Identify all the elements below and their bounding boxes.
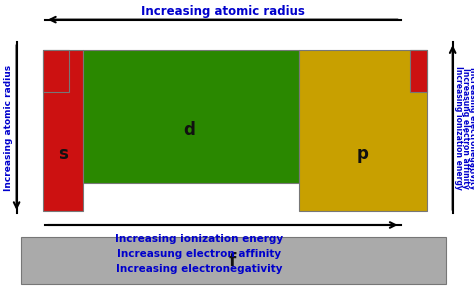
Text: Increasing atomic radius: Increasing atomic radius xyxy=(4,65,13,191)
Text: s: s xyxy=(58,145,67,163)
Text: p: p xyxy=(356,145,369,163)
Text: Increasing ionization energy: Increasing ionization energy xyxy=(454,66,463,190)
Bar xyxy=(21,237,446,284)
Bar xyxy=(299,50,427,211)
Text: Increasung electron affinity: Increasung electron affinity xyxy=(461,68,470,189)
Bar xyxy=(410,50,427,92)
Text: Increasing atomic radius: Increasing atomic radius xyxy=(141,5,305,18)
Text: f: f xyxy=(228,252,236,270)
Text: Increasing electronegativity: Increasing electronegativity xyxy=(468,67,474,190)
Text: d: d xyxy=(183,121,196,139)
Bar xyxy=(43,50,69,92)
Bar xyxy=(83,50,299,183)
Text: Increasing ionization energy: Increasing ionization energy xyxy=(115,234,283,244)
Text: Increasung electron affinity: Increasung electron affinity xyxy=(117,249,281,259)
Bar xyxy=(43,50,83,211)
Text: Increasing electronegativity: Increasing electronegativity xyxy=(116,264,283,274)
